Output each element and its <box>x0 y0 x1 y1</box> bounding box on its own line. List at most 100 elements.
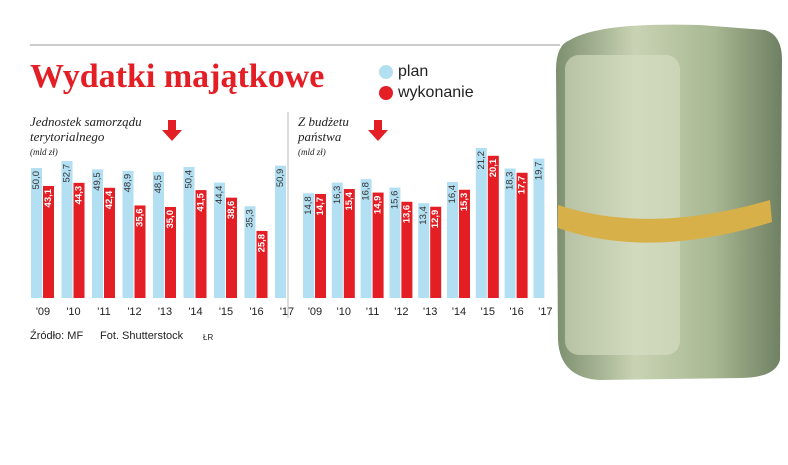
bar <box>475 148 487 298</box>
bar <box>244 206 256 298</box>
x-tick-label: '12 <box>127 306 141 318</box>
bar <box>165 207 176 298</box>
x-tick-label: '12 <box>394 306 408 318</box>
subtitle: Jednostek samorządu terytorialnego <box>30 114 142 144</box>
bar <box>256 230 268 298</box>
bar <box>153 171 164 298</box>
value-label: 14,9 <box>373 196 384 215</box>
bar <box>104 187 115 298</box>
value-label: 50,0 <box>31 171 42 190</box>
x-tick-label: '11 <box>366 306 380 318</box>
x-tick-label: '13 <box>423 306 437 318</box>
x-tick-label: '10 <box>66 306 80 318</box>
source: Źródło: MF <box>30 330 84 342</box>
value-label: 16,3 <box>332 186 343 205</box>
legend-swatch <box>379 86 393 100</box>
bar <box>226 197 237 298</box>
value-label: 20,1 <box>488 158 499 177</box>
value-label: 48,9 <box>123 174 134 193</box>
x-tick-label: '15 <box>219 306 233 318</box>
value-label: 21,2 <box>476 151 487 170</box>
legend-label: plan <box>398 63 428 80</box>
bar <box>459 189 470 298</box>
value-label: 13,4 <box>418 206 429 225</box>
bar <box>275 165 286 298</box>
value-label: 44,4 <box>214 186 225 205</box>
value-label: 14,8 <box>303 196 314 215</box>
bar <box>372 192 384 298</box>
bar <box>401 201 413 298</box>
photo-credit: Fot. Shutterstock <box>100 330 184 342</box>
value-label: 16,4 <box>447 185 458 204</box>
bar <box>533 158 545 298</box>
photo-money-roll <box>556 24 782 380</box>
value-label: 43,1 <box>43 188 54 207</box>
x-tick-label: '15 <box>481 306 495 318</box>
bar <box>43 185 54 298</box>
x-tick-label: '10 <box>337 306 351 318</box>
bar <box>504 168 516 298</box>
bar <box>195 190 207 298</box>
value-label: 25,8 <box>257 234 268 253</box>
signature: ŁR <box>203 333 214 342</box>
x-tick-label: '17 <box>538 306 552 318</box>
bar <box>214 182 225 298</box>
bar <box>31 168 42 298</box>
value-label: 35,0 <box>165 210 176 229</box>
value-label: 49,5 <box>92 172 103 191</box>
value-label: 13,6 <box>401 205 412 224</box>
value-label: 38,6 <box>226 201 237 220</box>
value-label: 50,4 <box>184 170 195 189</box>
x-tick-label: '16 <box>509 306 523 318</box>
value-label: 35,6 <box>135 208 146 227</box>
bar <box>315 193 326 298</box>
subtitle: Z budżetu państwa <box>298 114 349 144</box>
value-label: 50,9 <box>275 169 286 188</box>
value-label: 19,7 <box>533 162 544 181</box>
x-tick-label: '14 <box>452 306 466 318</box>
x-tick-label: '14 <box>188 306 202 318</box>
x-tick-label: '09 <box>308 306 322 318</box>
bar <box>418 203 430 298</box>
value-label: 15,4 <box>344 191 355 210</box>
x-tick-label: '13 <box>158 306 172 318</box>
x-tick-label: '11 <box>97 306 111 318</box>
bar <box>447 181 458 298</box>
arrow <box>162 120 182 141</box>
bar <box>92 169 103 298</box>
bar <box>303 193 314 298</box>
value-label: 16,8 <box>361 182 372 201</box>
title: Wydatki majątkowe <box>30 58 325 95</box>
value-label: 35,3 <box>245 209 256 228</box>
bar <box>360 179 372 298</box>
unit: (mld zł) <box>30 147 58 157</box>
bar <box>430 206 442 298</box>
bar <box>134 205 146 298</box>
x-tick-label: '16 <box>249 306 263 318</box>
bar <box>516 172 528 298</box>
bar <box>487 155 499 298</box>
value-label: 15,3 <box>459 193 470 212</box>
bar <box>331 182 343 298</box>
value-label: 42,4 <box>104 190 115 209</box>
x-tick-label: '09 <box>36 306 50 318</box>
value-label: 12,9 <box>430 210 441 229</box>
bar <box>122 170 134 298</box>
bar <box>61 160 73 298</box>
value-label: 18,3 <box>505 172 516 191</box>
legend-swatch <box>379 65 393 79</box>
bar <box>389 187 401 298</box>
value-label: 15,6 <box>389 191 400 210</box>
bar <box>73 182 85 298</box>
x-tick-label: '17 <box>280 306 294 318</box>
bar <box>183 166 195 298</box>
value-label: 14,7 <box>315 197 326 216</box>
value-label: 44,3 <box>74 186 85 205</box>
value-label: 48,5 <box>153 175 164 194</box>
legend-label: wykonanie <box>397 84 474 101</box>
value-label: 17,7 <box>517 176 528 195</box>
value-label: 52,7 <box>62 164 73 183</box>
value-label: 41,5 <box>196 192 207 211</box>
